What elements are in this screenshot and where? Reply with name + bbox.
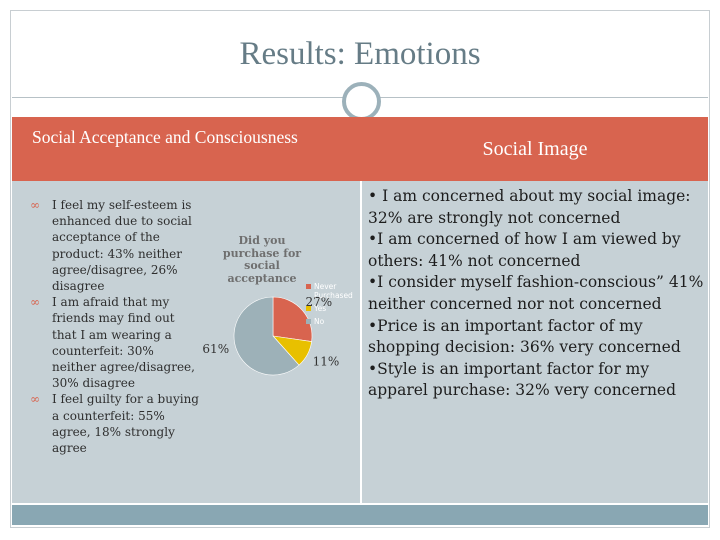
bullet-text: I feel my self-esteem is enhanced due to… <box>52 198 192 294</box>
pie-data-label: 11% <box>313 354 340 368</box>
right-text-block: • I am concerned about my social image: … <box>368 186 704 402</box>
legend-item: Yes <box>306 304 358 313</box>
legend-swatch <box>306 319 311 324</box>
legend-label: No <box>314 317 325 326</box>
heading-banner <box>12 117 708 181</box>
bullet-item: ∞ I feel my self-esteem is enhanced due … <box>28 197 200 294</box>
pie-chart-plot: 27% 11% 61% <box>202 295 340 376</box>
bullet-text: I am afraid that my friends may find out… <box>52 295 195 391</box>
infinity-bullet-icon: ∞ <box>30 198 40 212</box>
left-bullet-list: ∞ I feel my self-esteem is enhanced due … <box>28 197 200 456</box>
bullet-item: ∞ I am afraid that my friends may find o… <box>28 294 200 391</box>
slide-title: Results: Emotions <box>239 36 481 72</box>
left-column-heading: Social Acceptance and Consciousness <box>32 127 298 147</box>
right-content-panel <box>362 181 708 503</box>
right-paragraph: •Price is an important factor of my shop… <box>368 316 681 357</box>
right-paragraph: •Style is an important factor for my app… <box>368 359 677 400</box>
legend-item: No <box>306 317 358 326</box>
pie-data-label: 61% <box>202 342 229 356</box>
infinity-bullet-icon: ∞ <box>30 392 40 407</box>
legend-item: Never Purchased <box>306 282 358 300</box>
legend-swatch <box>306 284 311 289</box>
pie-slice-never-purchased <box>272 296 313 342</box>
chart-legend: Never Purchased Yes No <box>306 282 358 330</box>
chart-title: Did you purchase for social acceptance <box>222 234 302 285</box>
pie-slice-no <box>233 296 300 376</box>
legend-swatch <box>306 306 311 311</box>
pie-chart: Did you purchase for social acceptance 2… <box>198 226 358 396</box>
infinity-bullet-icon: ∞ <box>30 295 40 310</box>
column-divider <box>360 181 362 503</box>
right-paragraph: •I consider myself fashion-conscious” 41… <box>368 273 704 313</box>
bullet-item: ∞ I feel guilty for a buying a counterfe… <box>28 391 200 456</box>
right-column-heading: Social Image <box>482 138 588 160</box>
circle-ornament-icon <box>342 82 381 121</box>
right-paragraph: • I am concerned about my social image: … <box>368 187 691 227</box>
footer-bar <box>12 505 708 525</box>
legend-label: Never Purchased <box>314 282 353 300</box>
pie-data-label: 27% <box>305 295 332 309</box>
right-paragraph: •I am concerned of how I am viewed by ot… <box>368 230 681 270</box>
bullet-text: I feel guilty for a buying a counterfeit… <box>52 392 199 456</box>
legend-label: Yes <box>314 304 327 313</box>
